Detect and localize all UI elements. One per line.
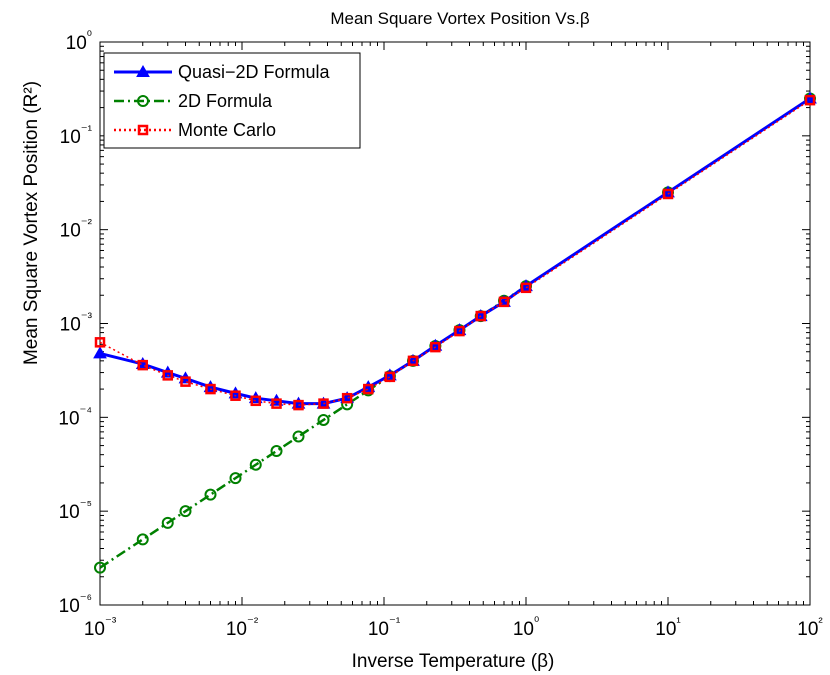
data-point xyxy=(662,188,674,200)
y-tick-label: 10⁻⁶ xyxy=(59,591,92,617)
legend-marker xyxy=(137,124,149,136)
y-tick-label: 10⁻⁴ xyxy=(58,403,92,429)
data-point xyxy=(317,413,330,426)
data-point xyxy=(161,516,174,529)
data-point xyxy=(292,430,305,443)
data-point xyxy=(270,445,283,458)
y-tick-label: 10⁻⁵ xyxy=(59,497,92,523)
data-point xyxy=(498,296,510,308)
data-point xyxy=(249,458,262,471)
data-point xyxy=(205,383,216,395)
y-tick-label: 10⁰ xyxy=(66,28,92,54)
data-point xyxy=(271,398,282,409)
data-point xyxy=(520,282,532,294)
data-point xyxy=(475,310,486,322)
x-tick-label: 10⁻² xyxy=(226,614,259,640)
legend-label: Monte Carlo xyxy=(178,120,276,140)
data-point xyxy=(137,359,148,371)
data-point xyxy=(180,376,191,387)
data-point xyxy=(93,346,107,359)
y-tick-label: 10⁻¹ xyxy=(60,122,93,148)
y-axis-label: Mean Square Vortex Position (R²) xyxy=(21,81,42,365)
data-point xyxy=(162,370,174,381)
legend-label: Quasi−2D Formula xyxy=(178,62,331,82)
chart-title: Mean Square Vortex Position Vs.β xyxy=(330,9,589,28)
data-point xyxy=(230,390,241,401)
y-tick-label: 10⁻² xyxy=(60,216,93,242)
data-point xyxy=(250,395,262,407)
series-2 xyxy=(94,94,816,411)
data-point xyxy=(179,505,192,518)
x-tick-label: 10¹ xyxy=(655,614,681,640)
data-point xyxy=(229,472,242,485)
data-point xyxy=(94,561,106,574)
data-point xyxy=(204,488,217,501)
x-tick-label: 10⁻¹ xyxy=(368,614,401,640)
x-tick-label: 10⁰ xyxy=(513,614,539,640)
x-tick-label: 10² xyxy=(797,614,823,640)
data-point xyxy=(94,337,106,348)
data-point xyxy=(363,383,374,395)
data-point xyxy=(136,533,149,546)
data-point xyxy=(293,399,304,411)
x-axis-label: Inverse Temperature (β) xyxy=(352,651,555,672)
legend-marker xyxy=(136,64,150,77)
data-point xyxy=(318,398,329,409)
plot-frame xyxy=(99,41,811,606)
data-point xyxy=(341,392,353,404)
legend: Quasi−2D Formula 2D Formula Monte Carlo xyxy=(103,52,361,149)
legend-marker xyxy=(137,95,149,107)
data-point xyxy=(454,325,465,337)
legend-label: 2D Formula xyxy=(178,91,273,111)
data-point xyxy=(804,94,816,106)
x-tick-label: 10⁻³ xyxy=(84,614,117,640)
data-point xyxy=(384,371,396,383)
data-point xyxy=(407,355,419,367)
y-tick-label: 10⁻³ xyxy=(60,310,93,336)
data-point xyxy=(430,341,441,353)
